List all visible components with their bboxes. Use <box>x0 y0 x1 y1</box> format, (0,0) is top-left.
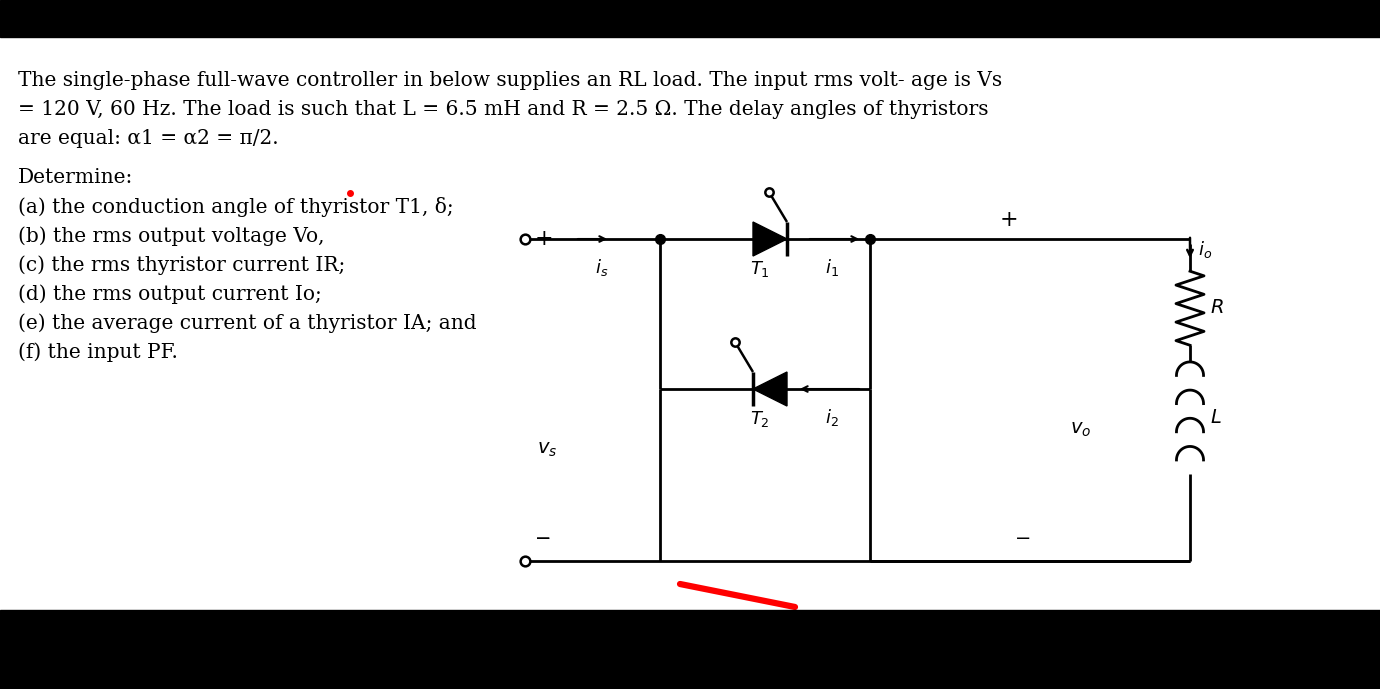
Text: $i_2$: $i_2$ <box>825 407 839 428</box>
Text: $v_s$: $v_s$ <box>537 441 558 459</box>
Text: (b) the rms output voltage Vo,: (b) the rms output voltage Vo, <box>18 226 324 246</box>
Bar <box>0 0 1380 37</box>
Text: $i_o$: $i_o$ <box>1198 238 1212 260</box>
Text: The single-phase full-wave controller in below supplies an RL load. The input rm: The single-phase full-wave controller in… <box>18 71 1002 90</box>
Text: (c) the rms thyristor current IR;: (c) the rms thyristor current IR; <box>18 255 345 275</box>
Polygon shape <box>753 222 787 256</box>
Text: $R$: $R$ <box>1210 299 1224 317</box>
Text: $i_s$: $i_s$ <box>595 257 609 278</box>
Text: $T_2$: $T_2$ <box>751 409 770 429</box>
Text: = 120 V, 60 Hz. The load is such that L = 6.5 mH and R = 2.5 Ω. The delay angles: = 120 V, 60 Hz. The load is such that L … <box>18 100 988 119</box>
Text: are equal: α1 = α2 = π/2.: are equal: α1 = α2 = π/2. <box>18 129 279 148</box>
Polygon shape <box>753 372 787 406</box>
Text: $L$: $L$ <box>1210 409 1221 426</box>
Text: $T_1$: $T_1$ <box>751 259 770 279</box>
Text: +: + <box>535 228 553 250</box>
Text: −: − <box>1016 530 1031 548</box>
Text: (d) the rms output current Io;: (d) the rms output current Io; <box>18 284 322 304</box>
Text: −: − <box>535 530 552 548</box>
Text: $v_o$: $v_o$ <box>1070 421 1092 439</box>
Text: (a) the conduction angle of thyristor T1, δ;: (a) the conduction angle of thyristor T1… <box>18 197 454 217</box>
Text: $i_1$: $i_1$ <box>825 257 839 278</box>
Text: −: − <box>535 530 552 548</box>
Text: Determine:: Determine: <box>18 168 134 187</box>
Text: +: + <box>1000 209 1018 231</box>
Bar <box>0 610 1380 689</box>
Text: (e) the average current of a thyristor IA; and: (e) the average current of a thyristor I… <box>18 313 476 333</box>
Text: (f) the input PF.: (f) the input PF. <box>18 342 178 362</box>
